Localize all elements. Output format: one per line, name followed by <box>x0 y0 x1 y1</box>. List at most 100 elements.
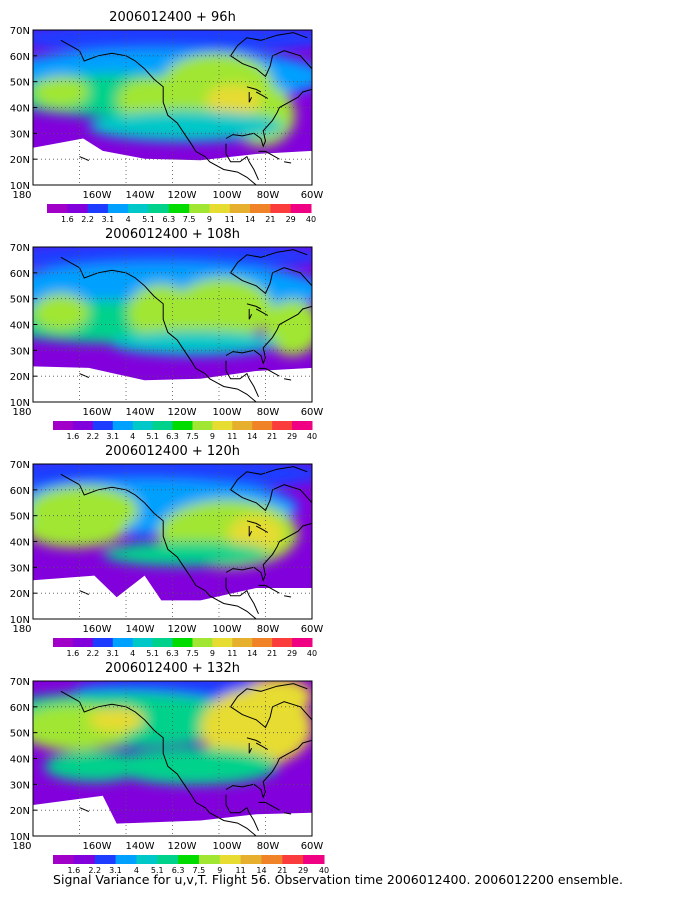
colorbar-label: 5.1 <box>146 432 159 441</box>
colorbar-label: 11 <box>225 215 235 224</box>
x-tick-label: 180 <box>12 841 31 852</box>
colorbar-swatch <box>136 855 158 864</box>
colorbar-label: 4 <box>130 432 135 441</box>
colorbar-label: 14 <box>247 432 257 441</box>
coastline <box>255 742 269 750</box>
x-tick-label: 140W <box>126 190 155 201</box>
colorbar-label: 1.6 <box>61 215 74 224</box>
colorbar-label: 40 <box>307 649 317 658</box>
colorbar-swatch <box>92 638 114 647</box>
field-contours <box>33 30 312 147</box>
coastline <box>79 590 89 595</box>
y-tick-label: 70N <box>10 243 30 254</box>
coastlines <box>60 466 312 620</box>
colorbar-label: 40 <box>319 866 329 875</box>
coastline <box>79 373 89 378</box>
colorbar-label: 9 <box>217 866 222 875</box>
colorbar-swatch <box>272 421 293 430</box>
x-tick-label: 120W <box>168 190 197 201</box>
colorbar-label: 14 <box>247 649 257 658</box>
colorbar-swatch <box>112 638 134 647</box>
coastline <box>225 143 259 181</box>
colorbar-label: 2.2 <box>81 215 94 224</box>
colorbar-swatch <box>172 421 193 430</box>
colorbar-swatch <box>87 204 109 213</box>
colorbar-swatch <box>67 204 89 213</box>
x-tick-label: 100W <box>213 407 242 418</box>
colorbar-swatch <box>229 204 251 213</box>
x-tick-label: 180 <box>12 624 31 635</box>
y-tick-label: 50N <box>10 512 30 523</box>
no-data-region <box>33 138 312 185</box>
colorbar-label: 21 <box>267 432 277 441</box>
colorbar: 1.6 2.2 3.1 4 5.1 6.3 7.5 9 11 14 21 29 40 <box>47 204 316 224</box>
colorbar-swatch <box>209 204 231 213</box>
colorbar-label: 40 <box>307 432 317 441</box>
panel-title: 2006012400 + 132h <box>105 661 240 676</box>
colorbar-swatch <box>94 855 117 864</box>
map-panel-2: 2006012400 + 108h 10N 20N 30N 40N 50N 60N 70N 18… <box>10 227 324 441</box>
colorbar-swatch <box>270 204 292 213</box>
colorbar-label: 7.5 <box>183 215 196 224</box>
colorbar-label: 1.6 <box>67 649 80 658</box>
figure-caption: Signal Variance for u,v,T. Flight 56. Ob… <box>53 872 623 887</box>
colorbar-label: 1.6 <box>67 866 80 875</box>
colorbar-label: 9 <box>210 649 215 658</box>
colorbar-swatch <box>73 855 96 864</box>
y-tick-label: 30N <box>10 563 30 574</box>
coastline <box>60 256 257 403</box>
colorbar-label: 1.6 <box>67 432 80 441</box>
colorbar-swatch <box>157 855 179 864</box>
x-tick-label: 120W <box>168 624 197 635</box>
coastline <box>230 32 308 57</box>
x-tick-label: 100W <box>213 624 242 635</box>
y-tick-label: 30N <box>10 129 30 140</box>
colorbar-swatch <box>232 638 253 647</box>
coastline <box>246 520 262 527</box>
colorbar-swatch <box>198 855 221 864</box>
colorbar-label: 4 <box>126 215 131 224</box>
colorbar-label: 29 <box>287 649 297 658</box>
x-tick-label: 140W <box>126 407 155 418</box>
coastline <box>60 39 257 185</box>
y-tick-label: 40N <box>10 104 30 115</box>
y-tick-label: 60N <box>10 486 30 497</box>
y-tick-label: 70N <box>10 460 30 471</box>
colorbar-label: 11 <box>227 432 237 441</box>
colorbar-swatch <box>212 421 233 430</box>
colorbar-label: 11 <box>227 649 237 658</box>
coastline <box>79 156 89 161</box>
coastline <box>284 378 292 381</box>
colorbar-swatch <box>250 204 271 213</box>
colorbar-label: 2.2 <box>88 866 101 875</box>
x-tick-label: 140W <box>126 624 155 635</box>
colorbar-swatch <box>53 421 74 430</box>
y-tick-label: 30N <box>10 346 30 357</box>
colorbar-swatch <box>168 204 190 213</box>
colorbar-label: 2.2 <box>86 432 99 441</box>
coastlines <box>60 32 312 185</box>
colorbar-label: 6.3 <box>166 432 179 441</box>
coastline <box>258 584 280 594</box>
map-panel-3: 2006012400 + 120h 10N 20N 30N 40N 50N 60N 70N 18… <box>10 444 324 658</box>
field-blob <box>88 707 145 733</box>
colorbar-swatch <box>192 421 213 430</box>
coastline <box>230 267 312 295</box>
y-tick-label: 60N <box>10 269 30 280</box>
colorbar-label: 7.5 <box>193 866 206 875</box>
x-tick-label: 180 <box>12 407 31 418</box>
coastline <box>79 807 89 812</box>
field-blob <box>228 515 285 553</box>
variance-field <box>33 30 312 185</box>
colorbar: 1.6 2.2 3.1 4 5.1 6.3 7.5 9 11 14 21 29 40 <box>53 855 329 875</box>
x-tick-label: 140W <box>126 841 155 852</box>
x-tick-label: 80W <box>257 841 280 852</box>
coastlines <box>60 683 312 837</box>
colorbar-label: 9 <box>207 215 212 224</box>
field-contours <box>33 247 312 356</box>
field-blob <box>33 293 89 331</box>
field-blob <box>205 84 262 116</box>
field-blob <box>33 510 126 548</box>
field-blob <box>33 30 312 54</box>
colorbar-swatch <box>107 204 129 213</box>
